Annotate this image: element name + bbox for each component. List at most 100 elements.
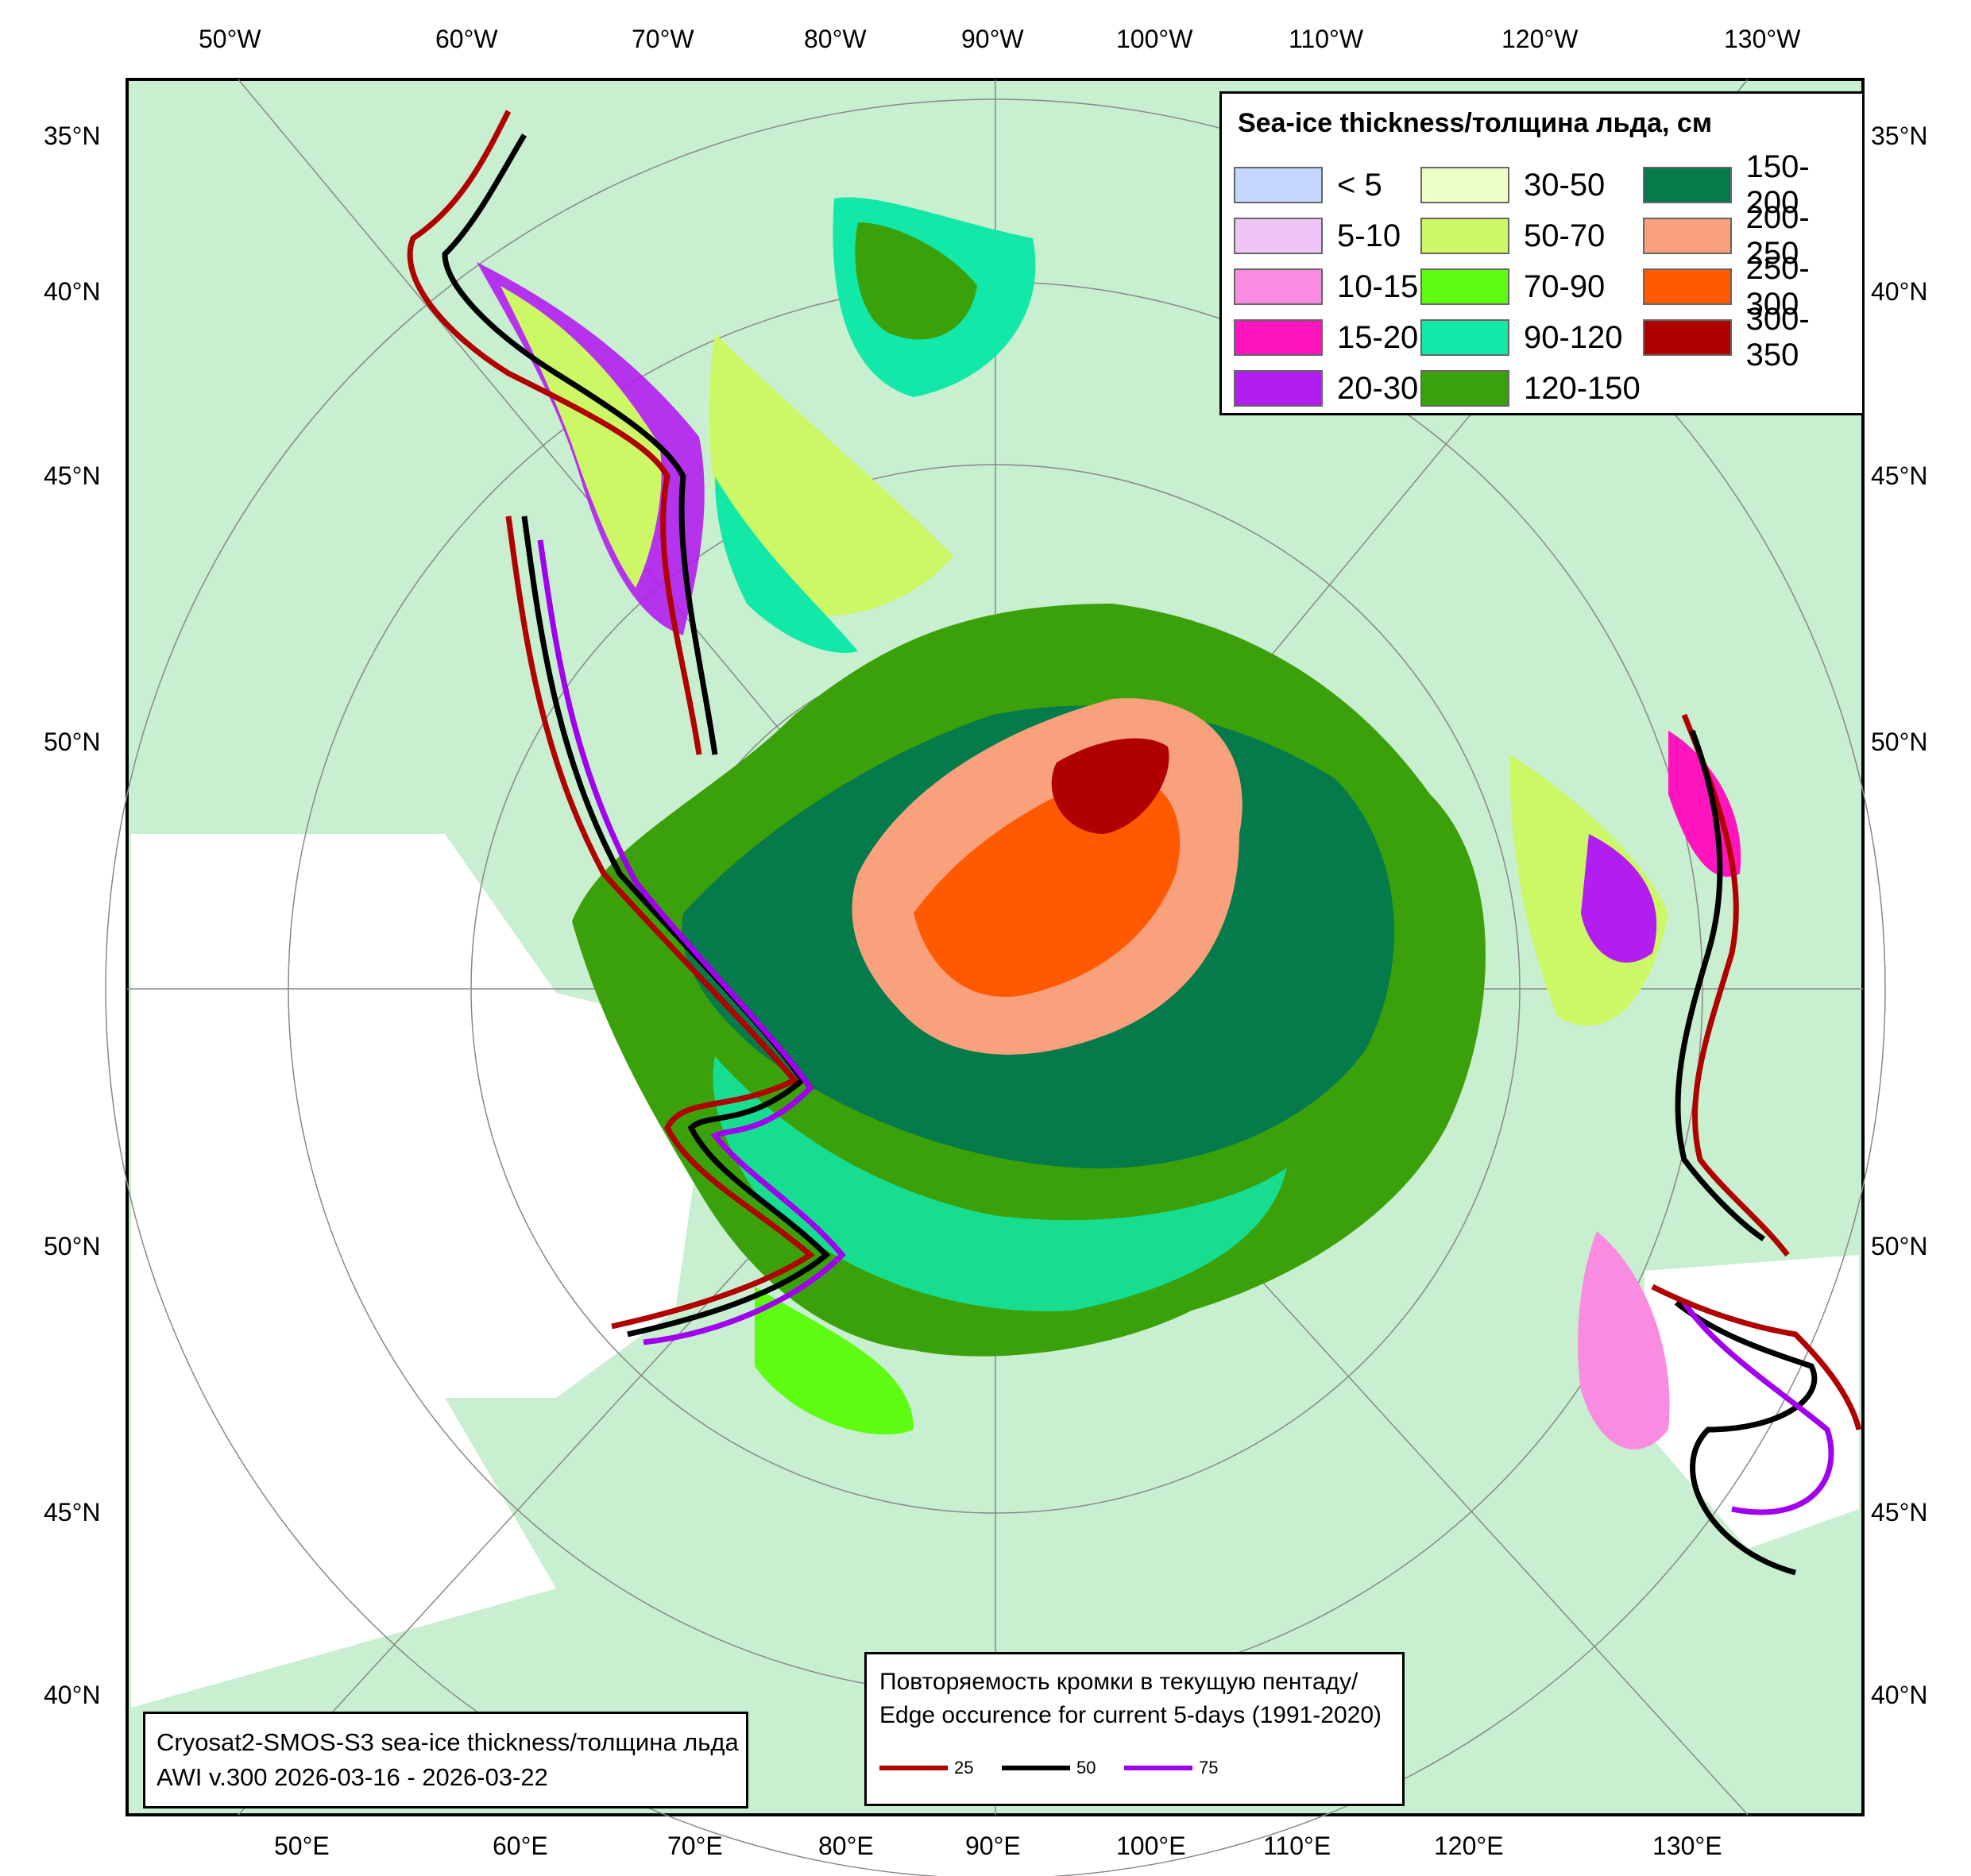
legend-swatch: [1234, 268, 1323, 305]
tick-top-4: 90°W: [961, 25, 1024, 53]
open-ocean-norwegian: [131, 1398, 556, 1708]
legend-item: 200-250: [1643, 200, 1862, 271]
tick-bottom-7: 120°E: [1434, 1832, 1504, 1860]
legend-item: 90-120: [1420, 318, 1623, 357]
legend-swatch: [1234, 319, 1323, 356]
legend-item: 50-70: [1420, 216, 1605, 256]
edge-key-75: 75: [1124, 1758, 1218, 1778]
tick-left-0: 35°N: [44, 122, 101, 150]
tick-left-4: 50°N: [44, 1232, 101, 1260]
legend-swatch: [1643, 167, 1732, 203]
tick-left-5: 45°N: [44, 1498, 101, 1527]
legend-item: 15-20: [1234, 318, 1418, 357]
tick-right-3: 50°N: [1871, 728, 1928, 756]
tick-right-5: 45°N: [1871, 1498, 1928, 1527]
legend-label: 120-150: [1524, 370, 1641, 406]
edge-key-25-label: 25: [954, 1758, 974, 1778]
legend-swatch: [1420, 268, 1509, 305]
legend-label: 30-50: [1524, 167, 1606, 203]
edge-lines: [407, 110, 1862, 1576]
tick-top-5: 100°W: [1116, 25, 1193, 53]
tick-bottom-1: 60°E: [493, 1832, 548, 1860]
legend-item: 30-50: [1420, 165, 1605, 205]
legend-swatch: [1643, 319, 1732, 356]
tick-bottom-3: 80°E: [818, 1832, 874, 1860]
legend-swatch: [1643, 218, 1732, 254]
legend-label: < 5: [1337, 167, 1382, 203]
legend-label: 15-20: [1337, 319, 1419, 355]
tick-top-3: 80°W: [804, 25, 867, 53]
legend-item: 20-30: [1234, 369, 1418, 408]
legend-item: 120-150: [1420, 369, 1641, 408]
legend-item: 300-350: [1643, 302, 1862, 372]
edge-key-25: 25: [879, 1758, 973, 1778]
legend-label: 50-70: [1524, 218, 1606, 253]
legend-swatch: [1420, 319, 1509, 356]
legend-item: 250-300: [1643, 251, 1862, 322]
tick-left-6: 40°N: [44, 1681, 101, 1709]
open-ocean-atlantic: [131, 834, 715, 1398]
tick-left-3: 50°N: [44, 728, 101, 756]
bottom-tick-labels: 50°E 60°E 70°E 80°E 90°E 100°E 110°E 120…: [274, 1832, 1722, 1860]
legend-swatch: [1420, 370, 1509, 407]
tick-bottom-0: 50°E: [274, 1832, 330, 1860]
legend-title: Sea-ice thickness/толщина льда, см: [1238, 108, 1712, 138]
tick-top-2: 70°W: [632, 25, 694, 53]
tick-left-1: 40°N: [44, 277, 101, 306]
thickness-legend: Sea-ice thickness/толщина льда, см < 5 5-…: [1219, 91, 1865, 415]
legend-swatch: [1643, 268, 1732, 305]
tick-top-7: 120°W: [1501, 25, 1579, 53]
edge-legend-line1: Повторяемость кромки в текущую пентаду/: [879, 1669, 1358, 1695]
edge-key-25-swatch: [879, 1766, 948, 1770]
legend-swatch: [1234, 370, 1323, 407]
left-tick-labels: 35°N 40°N 45°N 50°N 50°N 45°N 40°N: [44, 122, 101, 1709]
tick-top-8: 130°W: [1724, 25, 1801, 53]
source-box: Cryosat2-SMOS-S3 sea-ice thickness/толщи…: [143, 1712, 748, 1808]
open-ocean-pacific: [1644, 1255, 1859, 1549]
legend-item: 70-90: [1420, 267, 1605, 307]
legend-swatch: [1234, 218, 1323, 254]
tick-right-6: 40°N: [1871, 1681, 1928, 1709]
legend-label: 300-350: [1745, 302, 1810, 372]
legend-label: 250-300: [1745, 251, 1810, 322]
legend-swatch: [1420, 167, 1509, 203]
edge-key-50-swatch: [1002, 1766, 1070, 1770]
legend-swatch: [1420, 218, 1509, 254]
source-line2: AWI v.300 2026-03-16 - 2026-03-22: [157, 1763, 548, 1791]
legend-label: 200-250: [1745, 200, 1810, 271]
legend-item: 5-10: [1234, 216, 1401, 256]
edge-key-50-label: 50: [1076, 1758, 1096, 1778]
sea-ice-field: [477, 197, 1741, 1449]
tick-top-1: 60°W: [435, 25, 498, 53]
legend-label: 20-30: [1337, 370, 1419, 406]
legend-label: 150-200: [1745, 149, 1810, 220]
tick-right-4: 50°N: [1871, 1232, 1928, 1260]
legend-item: < 5: [1234, 165, 1382, 205]
top-tick-labels: 50°W 60°W 70°W 80°W 90°W 100°W 110°W 120…: [199, 25, 1801, 53]
edge-key-75-label: 75: [1199, 1758, 1219, 1778]
edge-legend-line2: Edge occurence for current 5-days (1991-…: [879, 1702, 1382, 1728]
tick-right-0: 35°N: [1871, 122, 1928, 150]
tick-bottom-8: 130°E: [1652, 1832, 1722, 1860]
legend-item: 10-15: [1234, 267, 1418, 307]
edge-key-75-swatch: [1124, 1766, 1192, 1770]
tick-right-1: 40°N: [1871, 277, 1928, 306]
tick-top-0: 50°W: [199, 25, 261, 53]
legend-item: 150-200: [1643, 149, 1862, 220]
tick-bottom-2: 70°E: [667, 1832, 723, 1860]
tick-left-2: 45°N: [44, 461, 101, 490]
legend-label: 70-90: [1524, 268, 1606, 304]
right-tick-labels: 35°N 40°N 45°N 50°N 50°N 45°N 40°N: [1871, 122, 1928, 1709]
tick-top-6: 110°W: [1289, 25, 1364, 53]
legend-label: 5-10: [1337, 218, 1401, 253]
legend-label: 90-120: [1524, 319, 1623, 355]
legend-label: 10-15: [1337, 268, 1419, 304]
tick-right-2: 45°N: [1871, 461, 1928, 490]
tick-bottom-4: 90°E: [965, 1832, 1021, 1860]
legend-swatch: [1234, 167, 1323, 203]
tick-bottom-5: 100°E: [1116, 1832, 1186, 1860]
edge-legend: Повторяемость кромки в текущую пентаду/ …: [864, 1652, 1405, 1806]
source-line1: Cryosat2-SMOS-S3 sea-ice thickness/толщи…: [157, 1728, 739, 1756]
tick-bottom-6: 110°E: [1263, 1832, 1331, 1860]
edge-key-50: 50: [1002, 1758, 1096, 1778]
